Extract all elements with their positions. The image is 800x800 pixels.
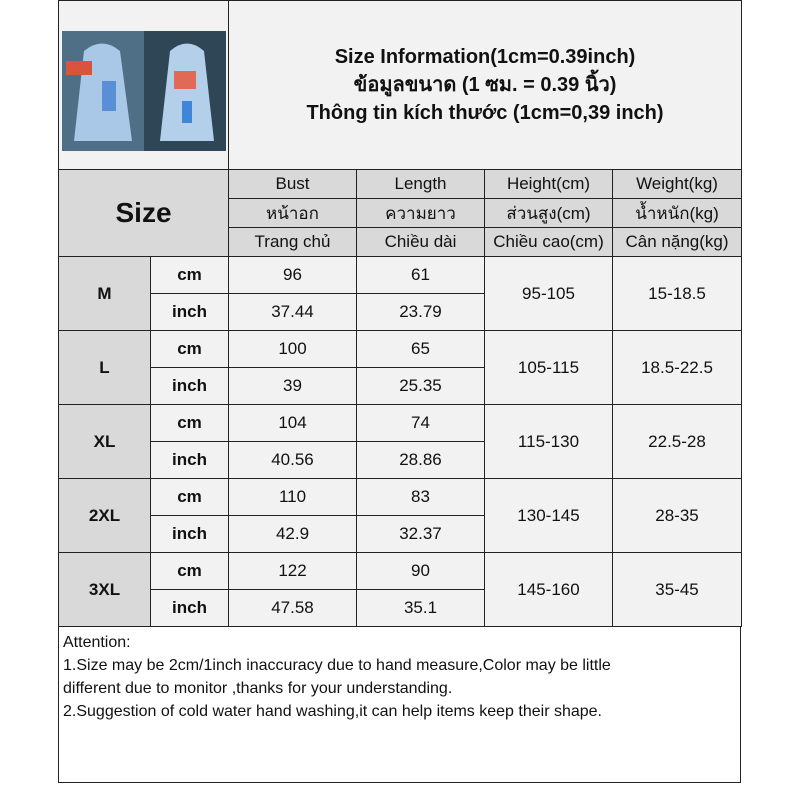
height-cell: 145-160 [484, 552, 613, 627]
height-cell: 115-130 [484, 404, 613, 479]
table-row: inch 37.44 23.79 [59, 293, 742, 331]
length-inch: 28.86 [356, 441, 485, 479]
size-table: Size Information(1cm=0.39inch) ข้อมูลขนา… [58, 0, 743, 627]
bust-inch: 37.44 [228, 293, 357, 331]
bust-cm: 110 [228, 478, 357, 516]
bust-inch: 40.56 [228, 441, 357, 479]
size-cell: L [58, 330, 151, 405]
table-row: inch 47.58 35.1 [59, 589, 742, 627]
length-inch: 32.37 [356, 515, 485, 553]
size-cell: 2XL [58, 478, 151, 553]
header-bust-vi: Trang chủ [228, 227, 357, 257]
weight-cell: 15-18.5 [611, 256, 743, 331]
size-cell: 3XL [58, 552, 151, 627]
table-row: XL cm 104 74 115-130 22.5-28 [58, 404, 743, 479]
attention-line: 1.Size may be 2cm/1inch inaccuracy due t… [63, 657, 611, 674]
length-cm: 65 [356, 330, 485, 368]
height-cell: 130-145 [484, 478, 613, 553]
header-weight-vi: Cân nặng(kg) [611, 227, 743, 257]
header-height: Height(cm) [484, 169, 613, 199]
header-weight: Weight(kg) [611, 169, 743, 199]
bust-cm: 104 [228, 404, 357, 442]
weight-cell: 35-45 [611, 552, 743, 627]
table-row: inch 40.56 28.86 [59, 441, 742, 479]
header-length-vi: Chiều dài [356, 227, 485, 257]
bust-cm: 96 [228, 256, 357, 294]
attention-title: Attention: [63, 634, 131, 651]
attention-notes: Attention: 1.Size may be 2cm/1inch inacc… [58, 627, 741, 783]
unit-inch: inch [150, 367, 229, 405]
header-weight-thai: น้ำหนัก(kg) [611, 198, 743, 228]
product-photo [61, 31, 226, 151]
length-inch: 35.1 [356, 589, 485, 627]
bust-cm: 122 [228, 552, 357, 590]
header-height-vi: Chiều cao(cm) [484, 227, 613, 257]
length-cm: 90 [356, 552, 485, 590]
header-length-thai: ความยาว [356, 198, 485, 228]
header-length: Length [356, 169, 485, 199]
length-cm: 74 [356, 404, 485, 442]
title-english: Size Information(1cm=0.39inch) [334, 46, 636, 68]
table-row: inch 42.9 32.37 [59, 515, 742, 553]
size-header: Size [58, 169, 229, 257]
header-bust-thai: หน้าอก [228, 198, 357, 228]
table-row: L cm 100 65 105-115 18.5-22.5 [58, 330, 743, 405]
unit-inch: inch [150, 589, 229, 627]
unit-cm: cm [150, 478, 229, 516]
unit-cm: cm [150, 552, 229, 590]
table-row: 3XL cm 122 90 145-160 35-45 [58, 552, 743, 627]
size-chart: Size Information(1cm=0.39inch) ข้อมูลขนา… [58, 0, 743, 783]
table-row: inch 39 25.35 [59, 367, 742, 405]
attention-line: different due to monitor ,thanks for you… [63, 680, 453, 697]
product-image-cell [58, 0, 229, 170]
height-cell: 95-105 [484, 256, 613, 331]
bust-inch: 47.58 [228, 589, 357, 627]
unit-inch: inch [150, 441, 229, 479]
size-cell: M [58, 256, 151, 331]
height-cell: 105-115 [484, 330, 613, 405]
weight-cell: 18.5-22.5 [611, 330, 743, 405]
bust-inch: 42.9 [228, 515, 357, 553]
length-cm: 83 [356, 478, 485, 516]
length-inch: 23.79 [356, 293, 485, 331]
title-vietnamese: Thông tin kích thước (1cm=0,39 inch) [306, 102, 664, 124]
unit-inch: inch [150, 293, 229, 331]
title-thai: ข้อมูลขนาด (1 ซม. = 0.39 นิ้ว) [353, 74, 617, 96]
header-height-thai: ส่วนสูง(cm) [484, 198, 613, 228]
unit-cm: cm [150, 256, 229, 294]
bust-inch: 39 [228, 367, 357, 405]
weight-cell: 22.5-28 [611, 404, 743, 479]
weight-cell: 28-35 [611, 478, 743, 553]
size-cell: XL [58, 404, 151, 479]
attention-line: 2.Suggestion of cold water hand washing,… [63, 703, 602, 720]
length-inch: 25.35 [356, 367, 485, 405]
title-cell: Size Information(1cm=0.39inch) ข้อมูลขนา… [227, 0, 743, 170]
header-bust: Bust [228, 169, 357, 199]
table-row: 2XL cm 110 83 130-145 28-35 [58, 478, 743, 553]
unit-cm: cm [150, 330, 229, 368]
unit-cm: cm [150, 404, 229, 442]
length-cm: 61 [356, 256, 485, 294]
bust-cm: 100 [228, 330, 357, 368]
unit-inch: inch [150, 515, 229, 553]
table-row: M cm 96 61 95-105 15-18.5 [58, 256, 743, 331]
